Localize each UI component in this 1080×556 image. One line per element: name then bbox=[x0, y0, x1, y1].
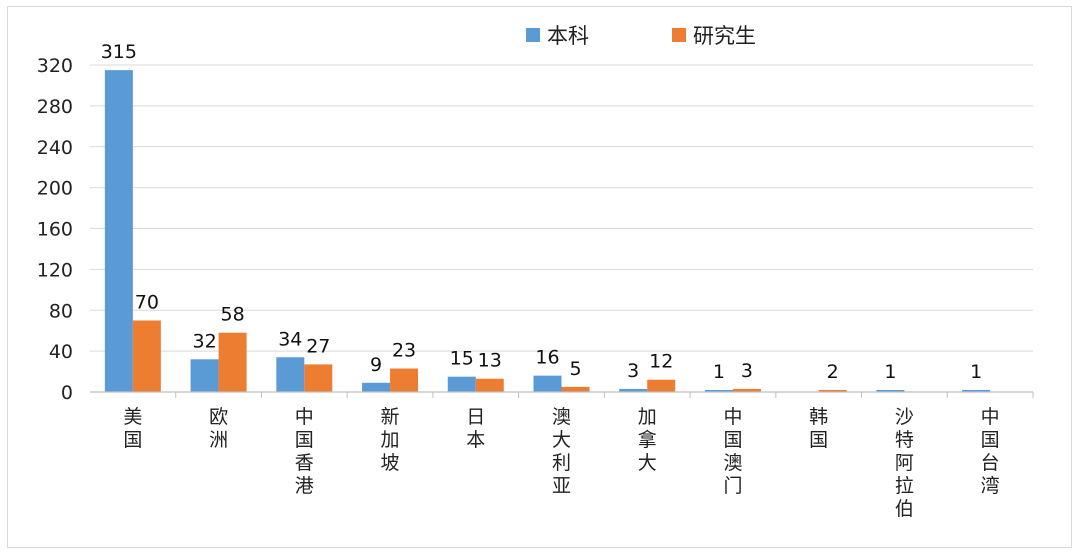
x-tick-label-char: 加 bbox=[638, 406, 657, 428]
data-label: 70 bbox=[135, 291, 159, 313]
data-label: 15 bbox=[450, 348, 474, 370]
legend: 本科 研究生 bbox=[526, 24, 756, 48]
x-tick-label-char: 香 bbox=[295, 452, 314, 474]
x-tick-label-char: 中 bbox=[295, 406, 314, 428]
x-tick-label-char: 澳 bbox=[723, 452, 742, 474]
x-tick-label-char: 国 bbox=[295, 429, 314, 451]
x-tick-label-char: 中 bbox=[981, 406, 1000, 428]
bar-graduate bbox=[561, 386, 590, 392]
y-tick-label: 200 bbox=[37, 178, 73, 200]
x-tick-label-char: 港 bbox=[295, 475, 314, 497]
bar-graduate bbox=[475, 378, 504, 392]
bar-graduate bbox=[304, 364, 333, 392]
data-label: 2 bbox=[827, 361, 839, 383]
data-label: 3 bbox=[627, 360, 639, 382]
x-tick-label-char: 中 bbox=[723, 406, 742, 428]
x-tick-label-char: 国 bbox=[809, 429, 828, 451]
x-tick-label-char: 坡 bbox=[381, 452, 400, 474]
x-tick-label-char: 洲 bbox=[209, 429, 228, 451]
y-axis: 0 40 80 120 160 200 240 280 320 bbox=[37, 55, 73, 404]
x-tick-label-char: 门 bbox=[723, 475, 742, 497]
bar-undergrad bbox=[533, 375, 562, 392]
bar-graduate bbox=[732, 388, 761, 392]
data-label: 16 bbox=[535, 347, 559, 369]
data-label: 12 bbox=[649, 351, 673, 373]
legend-swatch bbox=[526, 28, 540, 42]
data-label: 1 bbox=[713, 361, 725, 383]
data-label: 13 bbox=[478, 350, 502, 372]
bar-undergrad bbox=[190, 359, 219, 392]
gridlines bbox=[90, 64, 1033, 352]
bar-graduate bbox=[647, 379, 676, 392]
bars bbox=[104, 70, 991, 392]
bar-graduate bbox=[218, 332, 247, 392]
y-tick-label: 80 bbox=[49, 300, 73, 322]
y-tick-label: 120 bbox=[37, 259, 73, 281]
bar-undergrad bbox=[104, 70, 133, 392]
bar-graduate bbox=[818, 389, 847, 392]
x-tick-label-char: 国 bbox=[723, 429, 742, 451]
data-label: 58 bbox=[220, 304, 244, 326]
bar-undergrad bbox=[619, 388, 648, 392]
data-label: 34 bbox=[278, 328, 302, 350]
bar-graduate bbox=[132, 320, 161, 392]
y-tick-label: 40 bbox=[49, 341, 73, 363]
bar-graduate bbox=[390, 368, 419, 392]
legend-label: 本科 bbox=[547, 24, 589, 48]
x-tick-label-char: 利 bbox=[552, 452, 571, 474]
x-tick-label-char: 国 bbox=[981, 429, 1000, 451]
x-tick-label-char: 拿 bbox=[638, 428, 657, 451]
x-tick-label-char: 澳 bbox=[552, 406, 571, 428]
x-tick-label-char: 伯 bbox=[895, 498, 914, 520]
bar-undergrad bbox=[447, 376, 476, 392]
bar-undergrad bbox=[276, 357, 305, 392]
bar-undergrad bbox=[962, 390, 991, 392]
data-label: 23 bbox=[392, 339, 416, 361]
x-tick-label-char: 新 bbox=[381, 406, 400, 428]
x-tick-label-char: 拉 bbox=[895, 475, 914, 497]
bar-undergrad bbox=[362, 382, 391, 392]
y-tick-label: 240 bbox=[37, 137, 73, 159]
data-label: 1 bbox=[970, 361, 982, 383]
x-tick-label-char: 特 bbox=[895, 429, 914, 451]
x-tick-label-char: 湾 bbox=[981, 475, 1000, 497]
x-tick-label-char: 加 bbox=[381, 429, 400, 451]
x-tick-label-char: 亚 bbox=[552, 475, 571, 497]
y-tick-label: 320 bbox=[37, 55, 73, 77]
data-label: 27 bbox=[306, 335, 330, 357]
x-tick-label-char: 大 bbox=[638, 452, 657, 474]
x-tick-label-char: 日 bbox=[466, 406, 485, 428]
legend-label: 研究生 bbox=[693, 24, 756, 48]
bar-undergrad bbox=[704, 390, 733, 392]
x-tick-label-char: 沙 bbox=[895, 406, 914, 428]
bar-undergrad bbox=[876, 390, 905, 392]
data-label: 32 bbox=[192, 330, 216, 352]
data-label: 3 bbox=[741, 360, 753, 382]
x-tick-label-char: 韩 bbox=[809, 406, 828, 428]
x-tick-label-char: 美 bbox=[123, 406, 142, 428]
x-tick-label-char: 本 bbox=[466, 429, 485, 451]
x-tick-label-char: 欧 bbox=[209, 406, 228, 428]
legend-swatch bbox=[672, 28, 686, 42]
data-label: 9 bbox=[370, 354, 382, 376]
y-tick-label: 0 bbox=[61, 382, 73, 404]
x-tick-label-char: 大 bbox=[552, 429, 571, 451]
x-tick-label-char: 阿 bbox=[895, 452, 914, 474]
data-label: 315 bbox=[101, 41, 137, 63]
x-tick-label-char: 国 bbox=[123, 429, 142, 451]
data-label: 1 bbox=[884, 361, 896, 383]
x-tick-label-char: 台 bbox=[981, 452, 1000, 474]
y-tick-label: 280 bbox=[37, 96, 73, 118]
y-tick-label: 160 bbox=[37, 219, 73, 241]
data-label: 5 bbox=[569, 358, 581, 380]
chart-frame bbox=[7, 6, 1072, 548]
